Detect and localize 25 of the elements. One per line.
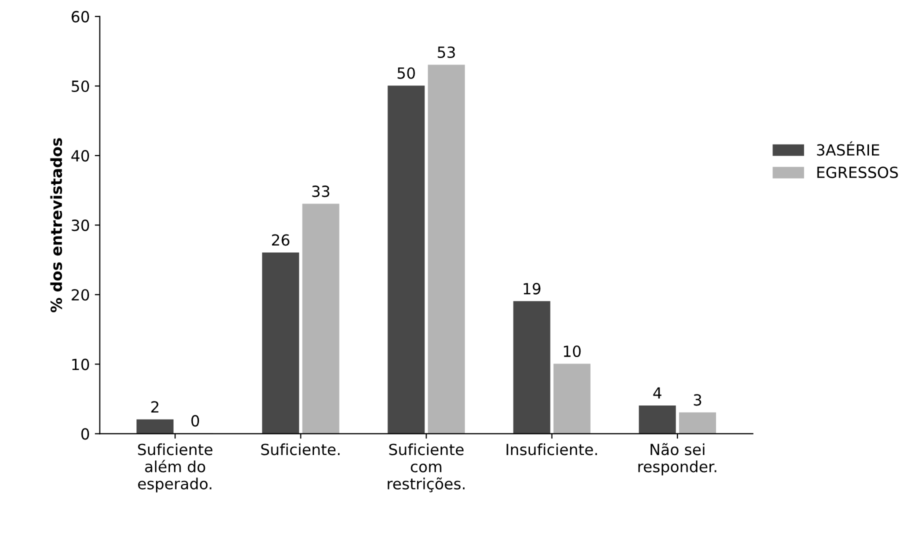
- data-label: 4: [653, 387, 662, 399]
- data-label: 53: [438, 46, 455, 58]
- data-label: 3: [694, 394, 702, 406]
- data-label: 10: [564, 345, 581, 358]
- data-label: 0: [191, 415, 200, 427]
- data-label: 26: [272, 234, 290, 246]
- data-label: 2: [151, 401, 158, 412]
- data-label: 50: [398, 67, 415, 79]
- y-tick-label: 50: [72, 80, 90, 92]
- x-tick-label: Não sei responder.: [638, 443, 716, 476]
- x-tick-label: Insuficiente.: [506, 443, 597, 456]
- y-tick-label: 10: [72, 358, 90, 370]
- y-tick-label: 20: [72, 289, 90, 301]
- y-tick-label: 60: [72, 10, 90, 22]
- legend-label: EGRESSOS: [817, 166, 898, 178]
- data-label: 33: [312, 186, 330, 198]
- y-tick-label: 40: [71, 150, 90, 162]
- legend-label: 3ASÉRIE: [817, 141, 880, 156]
- y-tick-label: 0: [81, 428, 90, 440]
- x-tick-label: Suficiente com restrições.: [388, 443, 465, 492]
- x-tick-label: Suficiente além do esperado.: [138, 443, 212, 492]
- data-label: 19: [524, 282, 540, 294]
- y-tick-label: 30: [72, 220, 90, 232]
- x-tick-label: Suficiente.: [261, 443, 340, 456]
- y-axis-title: % dos entrevistados: [50, 138, 62, 312]
